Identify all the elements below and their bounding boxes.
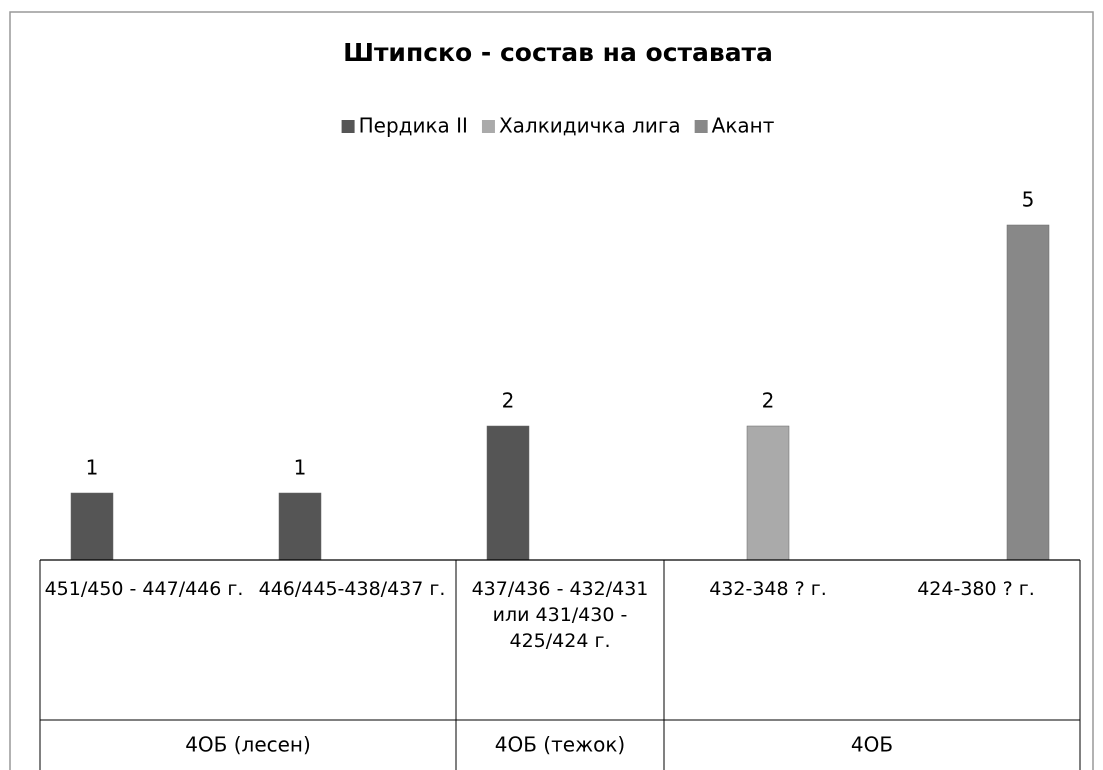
x-tick-text: 446/445-438/437 г. <box>258 578 446 600</box>
group-label: 4ОБ (тежок) <box>495 733 625 757</box>
group-label: 4ОБ <box>851 733 893 757</box>
data-label: 2 <box>502 389 515 413</box>
bar <box>486 425 530 561</box>
data-label: 1 <box>294 456 307 480</box>
legend-swatch <box>694 120 708 133</box>
x-tick-text: 432-348 ? г. <box>709 578 827 600</box>
legend-label: Халкидичка лига <box>499 114 681 138</box>
legend-label: Пердика II <box>359 114 468 138</box>
chart-title: Штипско - состав на оставата <box>343 38 773 67</box>
x-tick-label: 451/450 - 447/446 г. <box>44 578 244 600</box>
group-label: 4ОБ (лесен) <box>185 733 311 757</box>
x-tick-label: 432-348 ? г. <box>709 578 827 600</box>
legend: Пердика II Халкидичка лига Акант <box>341 114 775 138</box>
data-label: 1 <box>86 456 99 480</box>
x-tick-label: 446/445-438/437 г. <box>258 578 446 600</box>
x-tick-text: 437/436 - 432/431 или 431/430 - 425/424 … <box>471 578 649 652</box>
bar <box>70 492 114 561</box>
x-tick-label: 437/436 - 432/431 или 431/430 - 425/424 … <box>471 578 649 652</box>
bar <box>278 492 322 561</box>
x-tick-text: 424-380 ? г. <box>917 578 1035 600</box>
legend-swatch <box>481 120 495 133</box>
x-tick-text: 451/450 - 447/446 г. <box>44 578 244 600</box>
bar <box>1006 224 1050 561</box>
chart-frame <box>9 11 1094 770</box>
data-label: 2 <box>762 389 775 413</box>
data-label: 5 <box>1022 188 1035 212</box>
legend-label: Акант <box>712 114 775 138</box>
bar <box>746 425 790 561</box>
legend-swatch <box>341 120 355 133</box>
x-tick-label: 424-380 ? г. <box>917 578 1035 600</box>
